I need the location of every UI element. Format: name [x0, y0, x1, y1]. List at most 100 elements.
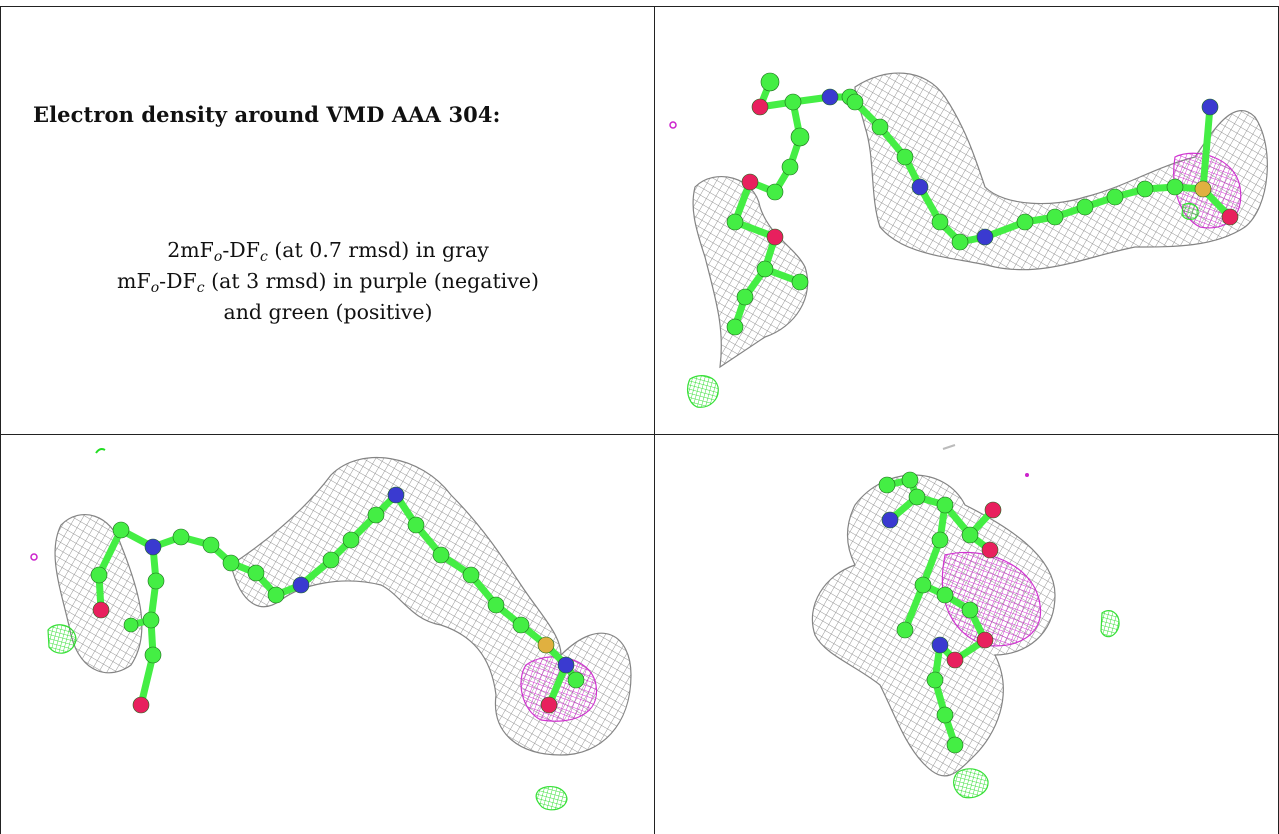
carbon-atom — [726, 213, 744, 231]
nitrogen-atom — [387, 486, 405, 504]
caption-cell: Electron density around VMD AAA 304: 2mF… — [1, 7, 654, 434]
positive-difference-mesh — [953, 768, 989, 799]
positive-difference-mesh — [47, 624, 77, 654]
oxygen-atom — [766, 228, 784, 246]
oxygen-atom — [984, 501, 1002, 519]
carbon-atom — [432, 546, 450, 564]
carbon-atom — [931, 531, 949, 549]
carbon-atom — [247, 564, 265, 582]
carbon-atom — [1076, 198, 1094, 216]
carbon-atom — [172, 528, 190, 546]
carbon-atom — [1136, 180, 1154, 198]
caption-body: 2mFo-DFc (at 0.7 rmsd) in gray mFo-DFc (… — [1, 235, 654, 328]
carbon-atom — [914, 576, 932, 594]
carbon-atom — [123, 617, 139, 633]
positive-difference-mesh — [1100, 610, 1120, 638]
nitrogen-atom — [931, 636, 949, 654]
positive-difference-mesh — [1181, 202, 1199, 220]
carbon-atom — [1106, 188, 1124, 206]
density-mesh — [942, 444, 956, 450]
carbon-atom — [901, 471, 919, 489]
carbon-atom — [908, 488, 926, 506]
negative-difference-mesh — [1025, 473, 1029, 477]
nitrogen-atom — [144, 538, 162, 556]
legend-line-gray: 2mFo-DFc (at 0.7 rmsd) in gray — [167, 238, 489, 265]
carbon-atom — [936, 496, 954, 514]
legend-line-difference: mFo-DFc (at 3 rmsd) in purple (negative) — [117, 269, 539, 296]
panel-bottom-left — [1, 435, 654, 834]
grid-middle-border — [0, 434, 1279, 435]
oxygen-atom — [92, 601, 110, 619]
oxygen-atom — [1221, 208, 1239, 226]
carbon-atom — [961, 526, 979, 544]
oxygen-atom — [751, 98, 769, 116]
carbon-atom — [926, 671, 944, 689]
carbon-atom — [936, 586, 954, 604]
carbon-atom — [726, 318, 744, 336]
bond — [95, 526, 125, 579]
carbon-atom — [784, 93, 802, 111]
carbon-atom — [871, 118, 889, 136]
carbon-atom — [487, 596, 505, 614]
sulfur-atom — [537, 636, 555, 654]
oxygen-atom — [946, 651, 964, 669]
carbon-atom — [342, 531, 360, 549]
carbon-atom — [781, 158, 799, 176]
oxygen-atom — [132, 696, 150, 714]
carbon-atom — [202, 536, 220, 554]
carbon-atom — [931, 213, 949, 231]
grid-top-border — [0, 6, 1279, 7]
nitrogen-atom — [557, 656, 575, 674]
negative-difference-mesh — [30, 553, 38, 561]
carbon-atom — [1016, 213, 1034, 231]
nitrogen-atom — [976, 228, 994, 246]
carbon-atom — [791, 273, 809, 291]
carbon-atom — [1046, 208, 1064, 226]
density-view-top-right — [669, 72, 1268, 408]
nitrogen-atom — [292, 576, 310, 594]
carbon-atom — [878, 476, 896, 494]
carbon-atom — [790, 127, 810, 147]
density-mesh — [854, 72, 1268, 271]
nitrogen-atom — [911, 178, 929, 196]
carbon-atom — [846, 93, 864, 111]
positive-difference-mesh — [535, 786, 568, 811]
bond — [1199, 103, 1214, 193]
carbon-atom — [756, 260, 774, 278]
negative-difference-mesh — [669, 121, 677, 129]
carbon-atom — [896, 148, 914, 166]
carbon-atom — [144, 646, 162, 664]
bond — [137, 651, 157, 709]
carbon-atom — [512, 616, 530, 634]
carbon-atom — [961, 601, 979, 619]
carbon-atom — [567, 671, 585, 689]
carbon-atom — [766, 183, 784, 201]
caption-title: Electron density around VMD AAA 304: — [33, 102, 501, 127]
oxygen-atom — [741, 173, 759, 191]
sulfur-atom — [1194, 180, 1212, 198]
legend-line-positive: and green (positive) — [223, 300, 433, 324]
nitrogen-atom — [881, 511, 899, 529]
positive-difference-mesh — [687, 375, 719, 408]
oxygen-atom — [981, 541, 999, 559]
carbon-atom — [90, 566, 108, 584]
oxygen-atom — [540, 696, 558, 714]
carbon-atom — [936, 706, 954, 724]
carbon-atom — [407, 516, 425, 534]
grid-left-border — [0, 6, 1, 834]
carbon-atom — [142, 611, 160, 629]
panel-bottom-right — [655, 435, 1278, 834]
density-view-bottom-left — [30, 448, 632, 811]
nitrogen-atom — [821, 88, 839, 106]
density-view-bottom-right — [811, 444, 1120, 799]
carbon-atom — [946, 736, 964, 754]
carbon-atom — [896, 621, 914, 639]
carbon-atom — [462, 566, 480, 584]
nitrogen-atom — [1201, 98, 1219, 116]
carbon-atom — [112, 521, 130, 539]
panel-top-right — [655, 7, 1278, 434]
negative-difference-mesh — [941, 551, 1042, 647]
oxygen-atom — [976, 631, 994, 649]
carbon-atom — [951, 233, 969, 251]
